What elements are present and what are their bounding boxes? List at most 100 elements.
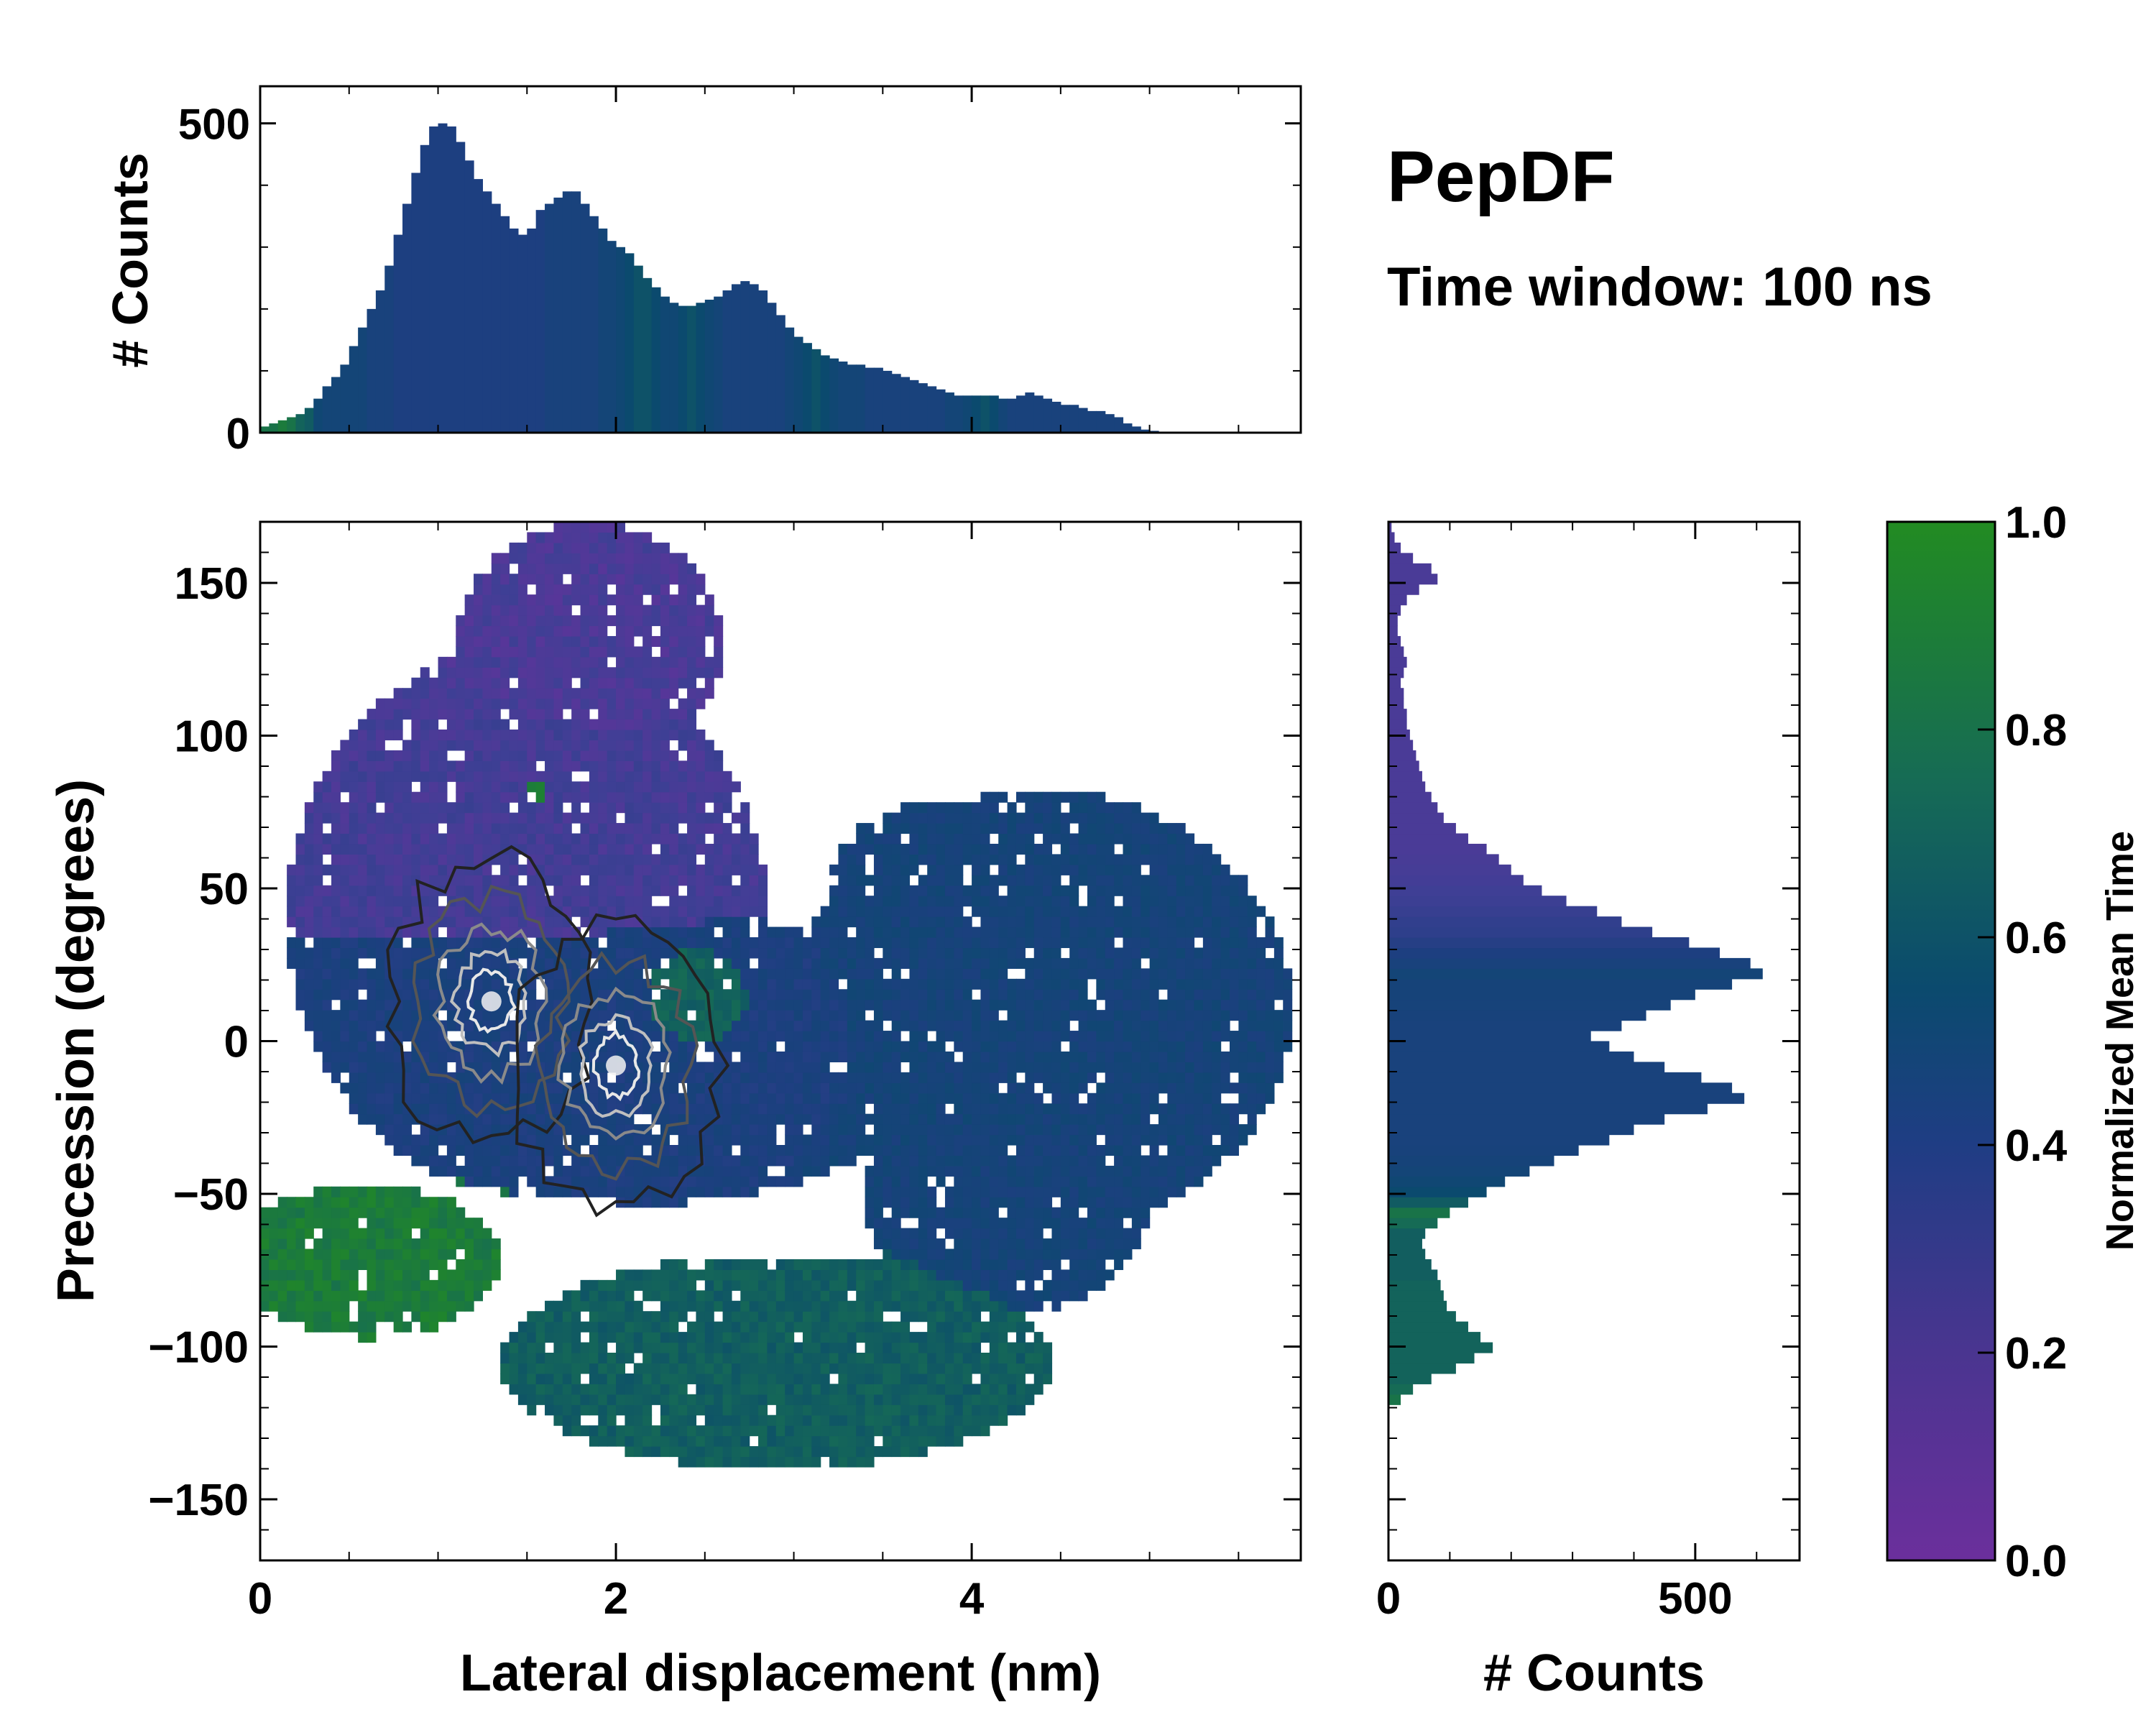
top-histogram-bar — [304, 408, 314, 433]
heatmap-cell — [820, 916, 830, 928]
heatmap-cell — [972, 1311, 982, 1322]
heatmap-cell — [464, 823, 474, 834]
heatmap-cell — [865, 833, 875, 845]
heatmap-cell — [651, 656, 661, 668]
heatmap-cell — [704, 1155, 714, 1167]
heatmap-cell — [998, 1041, 1008, 1052]
top-histogram-bar — [384, 265, 395, 433]
heatmap-cell — [696, 604, 706, 616]
heatmap-cell — [891, 1051, 901, 1062]
heatmap-cell — [589, 1353, 599, 1364]
heatmap-cell — [349, 1031, 359, 1042]
heatmap-cell — [972, 1384, 982, 1395]
heatmap-cell — [562, 522, 572, 533]
heatmap-cell — [660, 740, 670, 751]
heatmap-cell — [775, 1404, 786, 1416]
heatmap-cell — [349, 989, 359, 1000]
heatmap-cell — [589, 1425, 599, 1437]
heatmap-cell — [553, 1186, 563, 1197]
heatmap-cell — [562, 615, 572, 627]
heatmap-cell — [696, 698, 706, 709]
heatmap-cell — [740, 989, 750, 1000]
heatmap-cell — [438, 750, 448, 761]
heatmap-cell — [438, 802, 448, 814]
heatmap-cell — [598, 896, 608, 907]
heatmap-cell — [562, 1342, 572, 1353]
heatmap-cell — [446, 1020, 456, 1031]
heatmap-cell — [883, 1300, 893, 1312]
heatmap-cell — [616, 885, 626, 896]
heatmap-cell — [349, 1321, 359, 1333]
heatmap-cell — [500, 875, 510, 886]
heatmap-cell — [740, 1342, 750, 1353]
heatmap-cell — [669, 1197, 679, 1208]
heatmap-cell — [527, 1010, 537, 1021]
heatmap-cell — [936, 947, 946, 959]
heatmap-cell — [375, 957, 385, 969]
heatmap-cell — [438, 833, 448, 845]
heatmap-cell — [687, 1041, 697, 1052]
heatmap-cell — [535, 1373, 545, 1384]
heatmap-cell — [883, 1228, 893, 1239]
heatmap-cell — [767, 1072, 777, 1083]
heatmap-cell — [758, 1062, 768, 1073]
heatmap-cell — [535, 1092, 545, 1104]
heatmap-cell — [349, 750, 359, 761]
top-histogram-bar — [838, 362, 848, 433]
heatmap-cell — [625, 1031, 635, 1042]
heatmap-cell — [927, 1404, 937, 1416]
heatmap-cell — [749, 1404, 759, 1416]
heatmap-cell — [607, 730, 617, 741]
heatmap-cell — [446, 812, 456, 824]
heatmap-cell — [944, 1186, 954, 1197]
heatmap-cell — [722, 1332, 732, 1343]
heatmap-cell — [535, 594, 545, 606]
heatmap-cell — [883, 864, 893, 875]
heatmap-cell — [865, 926, 875, 938]
heatmap-cell — [785, 1300, 795, 1312]
heatmap-cell — [535, 1134, 545, 1146]
heatmap-cell — [580, 1321, 590, 1333]
heatmap-cell — [669, 843, 679, 855]
heatmap-cell — [918, 1010, 928, 1021]
heatmap-cell — [607, 854, 617, 865]
heatmap-cell — [900, 906, 911, 917]
heatmap-cell — [758, 1290, 768, 1302]
heatmap-cell — [660, 709, 670, 720]
heatmap-cell — [375, 916, 385, 928]
heatmap-cell — [589, 1041, 599, 1052]
heatmap-cell — [927, 1092, 937, 1104]
heatmap-cell — [482, 843, 492, 855]
heatmap-cell — [696, 646, 706, 658]
heatmap-cell — [714, 843, 724, 855]
heatmap-cell — [811, 1425, 821, 1437]
top-histogram-bar — [322, 386, 332, 433]
heatmap-cell — [909, 926, 919, 938]
heatmap-cell — [464, 1228, 474, 1239]
heatmap-cell — [962, 1051, 972, 1062]
heatmap-cell — [607, 532, 617, 543]
heatmap-cell — [375, 989, 385, 1000]
heatmap-cell — [918, 1134, 928, 1146]
heatmap-cell — [847, 978, 857, 990]
heatmap-cell — [989, 1363, 999, 1374]
heatmap-cell — [873, 1279, 883, 1291]
heatmap-cell — [954, 843, 964, 855]
heatmap-cell — [411, 926, 421, 938]
heatmap-cell — [393, 1248, 403, 1260]
heatmap-cell — [527, 770, 537, 782]
heatmap-cell — [820, 1404, 830, 1416]
heatmap-cell — [927, 1155, 937, 1167]
heatmap-cell — [438, 760, 448, 772]
heatmap-cell — [731, 999, 741, 1011]
heatmap-cell — [678, 1425, 688, 1437]
heatmap-cell — [464, 615, 474, 627]
heatmap-cell — [358, 875, 368, 886]
heatmap-cell — [704, 1414, 714, 1426]
heatmap-cell — [429, 854, 439, 865]
heatmap-cell — [295, 957, 305, 969]
heatmap-cell — [474, 926, 484, 938]
heatmap-cell — [873, 1269, 883, 1281]
heatmap-cell — [287, 1238, 297, 1250]
heatmap-cell — [545, 1186, 555, 1197]
